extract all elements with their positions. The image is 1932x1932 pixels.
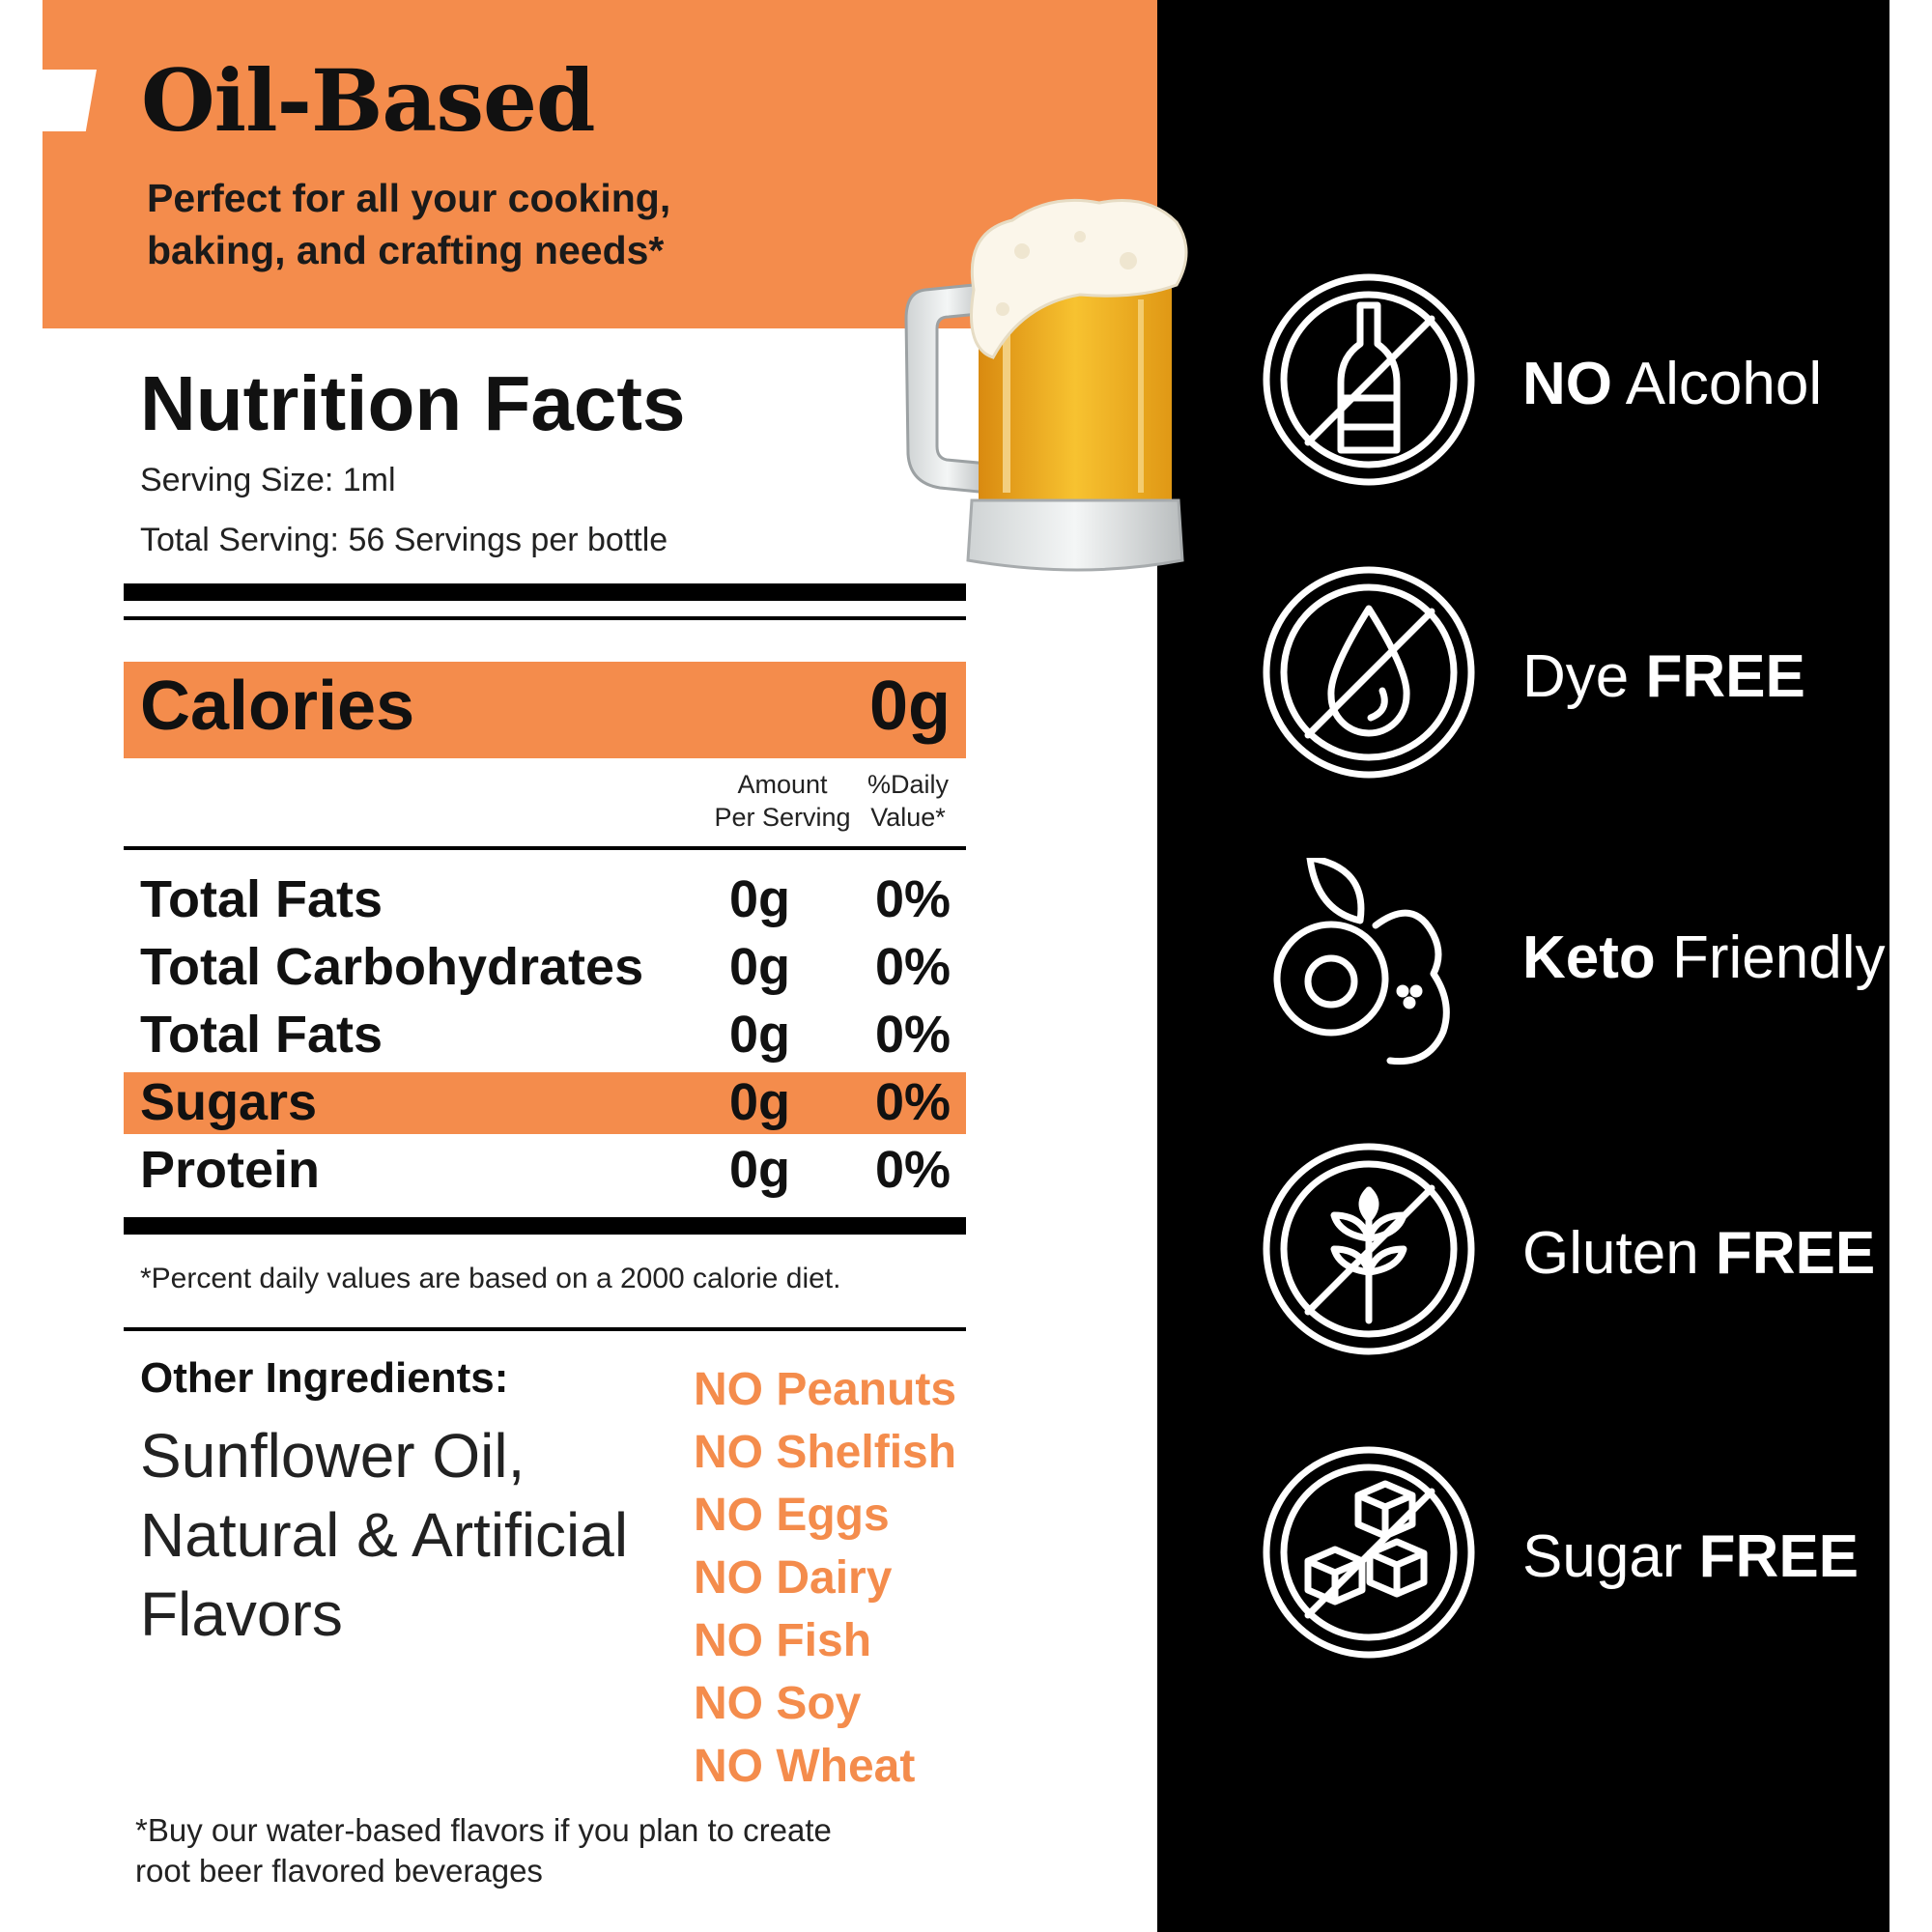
ingredient-line: Sunflower Oil, <box>140 1421 526 1491</box>
gluten-free-icon <box>1263 1143 1475 1355</box>
nutrient-daily-value: 0% <box>874 870 951 928</box>
nutrient-amount: 0g <box>728 1006 790 1064</box>
feature-gluten-free: Gluten FREE <box>1262 1142 1889 1364</box>
feature-bold: FREE <box>1698 1523 1860 1590</box>
nutrient-name: Total Fats <box>140 870 384 928</box>
daily-value-footnote: *Percent daily values are based on a 200… <box>140 1263 841 1294</box>
feature-label: Sugar FREE <box>1522 1522 1859 1591</box>
allergen-item: NO Wheat <box>694 1741 916 1792</box>
nutrient-name: Protein <box>140 1141 321 1199</box>
ingredients-text: Sunflower Oil, Natural & Artificial Flav… <box>140 1416 681 1654</box>
nutrient-amount: 0g <box>728 870 790 928</box>
allergen-item: NO Peanuts <box>694 1364 957 1415</box>
dye-free-icon <box>1263 566 1475 779</box>
nutrient-row: Protein 0g 0% <box>0 1140 966 1208</box>
nutrient-row: Total Fats 0g 0% <box>0 869 966 937</box>
feature-label: Gluten FREE <box>1522 1219 1875 1288</box>
nutrient-row: Total Carbohydrates 0g 0% <box>0 937 966 1005</box>
nutrient-daily-value: 0% <box>874 1006 951 1064</box>
footnote-divider <box>124 1327 966 1331</box>
feature-label: NO Alcohol <box>1522 350 1822 418</box>
ingredient-line: Natural & Artificial <box>140 1500 629 1570</box>
feature-sugar-free: Sugar FREE <box>1262 1445 1889 1667</box>
feature-bold: FREE <box>1715 1220 1876 1287</box>
nutrition-facts-title: Nutrition Facts <box>140 360 686 446</box>
feature-bold: NO <box>1522 351 1612 417</box>
feature-dye-free: Dye FREE <box>1262 565 1889 787</box>
nutrient-row: Sugars 0g 0% <box>0 1072 966 1140</box>
feature-text: Alcohol <box>1612 351 1823 417</box>
thin-divider <box>124 616 966 620</box>
total-serving: Total Serving: 56 Servings per bottle <box>140 522 668 558</box>
header-divider <box>124 846 966 850</box>
nutrient-name: Sugars <box>140 1073 318 1131</box>
allergen-item: NO Dairy <box>694 1552 893 1604</box>
serving-size: Serving Size: 1ml <box>140 462 396 498</box>
feature-label: Keto Friendly <box>1522 923 1886 992</box>
amount-per-serving-header: Amount Per Serving <box>714 770 851 832</box>
water-based-note: *Buy our water-based flavors if you plan… <box>135 1810 927 1891</box>
subtitle-line-2: baking, and crafting needs* <box>147 228 665 272</box>
nutrient-daily-value: 0% <box>874 1141 951 1199</box>
feature-text: Dye <box>1522 643 1646 710</box>
nutrient-name: Total Carbohydrates <box>140 938 644 996</box>
calories-value: 0g <box>868 668 951 745</box>
feature-text: Sugar <box>1522 1523 1699 1590</box>
nutrient-row: Total Fats 0g 0% <box>0 1005 966 1072</box>
thick-divider-bottom <box>124 1217 966 1235</box>
other-ingredients-label: Other Ingredients: <box>140 1354 509 1402</box>
feature-text: Gluten <box>1522 1220 1716 1287</box>
feature-text: Friendly <box>1655 924 1886 991</box>
allergen-item: NO Soy <box>694 1678 862 1729</box>
nutrient-amount: 0g <box>728 1073 790 1131</box>
note-line: root beer flavored beverages <box>135 1853 543 1889</box>
allergen-item: NO Eggs <box>694 1490 890 1541</box>
subtitle-line-1: Perfect for all your cooking, <box>147 176 671 220</box>
no-alcohol-icon <box>1263 273 1475 486</box>
nutrient-daily-value: 0% <box>874 938 951 996</box>
allergen-list: NO Peanuts NO Shelfish NO Eggs NO Dairy … <box>694 1358 956 1798</box>
sugar-free-icon <box>1263 1446 1475 1659</box>
allergen-item: NO Fish <box>694 1615 872 1666</box>
feature-no-alcohol: NO Alcohol <box>1262 272 1889 495</box>
nutrient-amount: 0g <box>728 1141 790 1199</box>
ingredient-line: Flavors <box>140 1579 343 1649</box>
calories-band <box>124 662 966 758</box>
thick-divider <box>124 583 966 601</box>
nutrient-name: Total Fats <box>140 1006 384 1064</box>
calories-label: Calories <box>140 668 415 745</box>
keto-avocado-icon <box>1273 858 1450 1065</box>
note-line: *Buy our water-based flavors if you plan… <box>135 1812 832 1848</box>
page-title: Oil-Based <box>141 50 595 151</box>
right-margin <box>1889 0 1932 1932</box>
feature-bold: FREE <box>1645 643 1805 710</box>
nutrient-amount: 0g <box>728 938 790 996</box>
daily-value-header: %Daily Value* <box>867 770 950 832</box>
header-subtitle: Perfect for all your cooking, baking, an… <box>147 172 765 276</box>
sugars-highlight-band <box>124 1072 966 1134</box>
feature-bold: Keto <box>1522 924 1656 991</box>
beer-mug-image <box>904 198 1188 572</box>
allergen-item: NO Shelfish <box>694 1427 957 1478</box>
nutrient-daily-value: 0% <box>874 1073 951 1131</box>
feature-label: Dye FREE <box>1522 642 1805 711</box>
header-notch <box>43 70 97 131</box>
feature-keto: Keto Friendly <box>1262 858 1889 1080</box>
